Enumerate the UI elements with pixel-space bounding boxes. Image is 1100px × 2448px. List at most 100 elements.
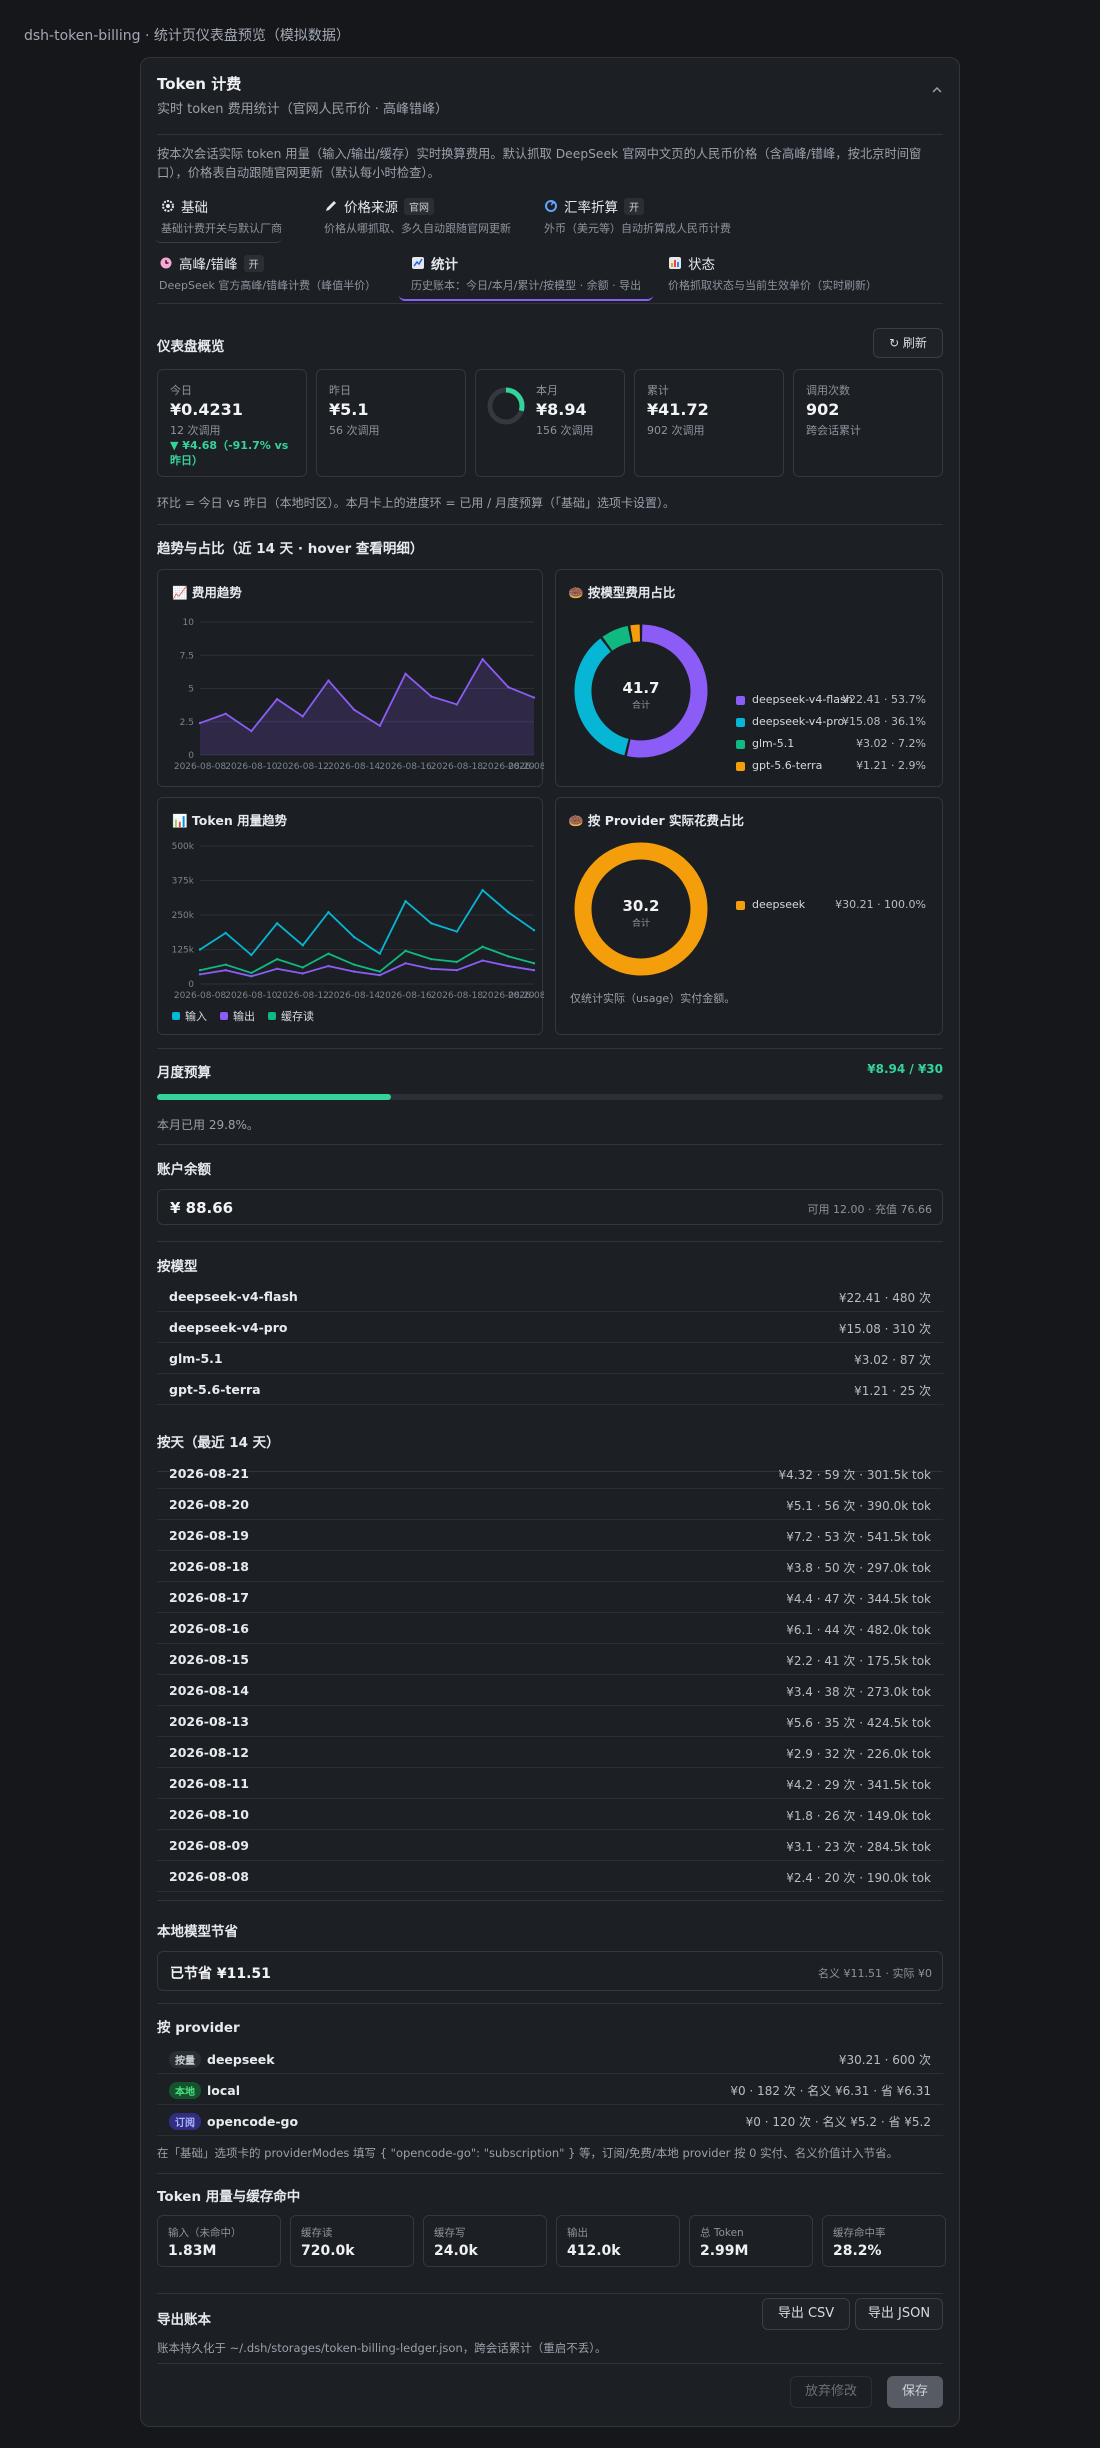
data-point[interactable] xyxy=(275,922,279,925)
card-label: 缓存读 xyxy=(301,2227,333,2239)
data-point[interactable] xyxy=(224,712,227,715)
data-point[interactable] xyxy=(327,964,330,968)
donut-slice[interactable] xyxy=(626,624,708,758)
data-point[interactable] xyxy=(250,729,253,733)
data-point[interactable] xyxy=(532,928,536,932)
data-point[interactable] xyxy=(481,888,484,892)
row-key: 2026-08-19 xyxy=(169,1528,249,1543)
data-point[interactable] xyxy=(352,963,356,966)
data-point[interactable] xyxy=(430,922,433,925)
data-point[interactable] xyxy=(404,672,407,676)
data-point[interactable] xyxy=(301,715,304,718)
data-point[interactable] xyxy=(481,959,484,962)
list-item: 2026-08-17 ¥4.4 · 47 次 · 344.5k tok xyxy=(157,1582,943,1613)
y-tick-label: 10 xyxy=(183,618,195,628)
series-line-0[interactable] xyxy=(199,888,535,957)
x-tick-label: 2026-08-10 xyxy=(225,991,278,1001)
data-point[interactable] xyxy=(198,721,202,725)
data-point[interactable] xyxy=(532,696,536,699)
data-point[interactable] xyxy=(275,967,279,971)
data-point[interactable] xyxy=(327,911,330,914)
data-point[interactable] xyxy=(327,679,330,682)
data-point[interactable] xyxy=(352,935,356,939)
data-point[interactable] xyxy=(507,911,510,914)
trend-section-title: 趋势与占比（近 14 天 · hover 查看明细） xyxy=(157,541,424,557)
cost-trend-plot[interactable]: 0 2.5 5 7.5 10 2026-08-08 2026-08-10 2026-08-12… xyxy=(158,570,544,788)
token-billing-panel: Token 计费 实时 token 费用统计（官网人民币价 · 高峰错峰） 按本… xyxy=(140,57,960,2427)
data-point[interactable] xyxy=(301,966,304,969)
donut-slice[interactable] xyxy=(630,624,641,643)
series-line-2[interactable] xyxy=(199,945,535,974)
data-point[interactable] xyxy=(250,953,253,957)
chart-icon xyxy=(411,256,425,270)
data-point[interactable] xyxy=(455,969,459,972)
tab-price-source[interactable]: 价格来源 官网 价格从哪抓取、多久自动跟随官网更新 xyxy=(324,196,511,236)
data-point[interactable] xyxy=(224,963,227,966)
provider-donut[interactable]: 30.2 合计 xyxy=(556,798,736,1036)
data-point[interactable] xyxy=(378,973,382,977)
list-item: 2026-08-16 ¥6.1 · 44 次 · 482.0k tok xyxy=(157,1613,943,1644)
data-point[interactable] xyxy=(507,685,510,689)
list-item: 2026-08-15 ¥2.2 · 41 次 · 175.5k tok xyxy=(157,1644,943,1675)
donut-slice[interactable] xyxy=(574,842,708,976)
data-point[interactable] xyxy=(224,931,227,935)
data-point[interactable] xyxy=(430,957,433,961)
data-point[interactable] xyxy=(404,962,407,965)
data-point[interactable] xyxy=(404,900,407,903)
data-point[interactable] xyxy=(378,952,382,955)
data-point[interactable] xyxy=(327,952,330,955)
export-csv-button[interactable]: 导出 CSV xyxy=(762,2298,850,2330)
data-point[interactable] xyxy=(250,975,253,978)
donut-slice[interactable] xyxy=(574,638,629,756)
data-point[interactable] xyxy=(455,930,459,933)
series-line-0[interactable] xyxy=(199,657,535,733)
data-point[interactable] xyxy=(275,957,279,961)
save-button[interactable]: 保存 xyxy=(887,2376,943,2408)
tab-stats[interactable]: 统计 历史账本：今日/本月/累计/按模型 · 余额 · 导出 xyxy=(399,253,654,301)
model-donut[interactable]: 41.7 合计 xyxy=(556,570,736,788)
data-point[interactable] xyxy=(224,969,227,972)
data-point[interactable] xyxy=(532,962,536,965)
series-line-1[interactable] xyxy=(199,959,535,978)
export-json-button[interactable]: 导出 JSON xyxy=(855,2298,943,2330)
tab-exchange[interactable]: 汇率折算开外币（美元等）自动折算成人民币计费 xyxy=(544,196,731,236)
data-point[interactable] xyxy=(481,658,484,661)
list-item: 按量 deepseek ¥30.21 · 600 次 xyxy=(157,2043,943,2074)
row-key: 2026-08-18 xyxy=(169,1559,249,1574)
row-value: ¥4.4 · 47 次 · 344.5k tok xyxy=(786,1592,931,1606)
data-point[interactable] xyxy=(301,972,304,975)
provider-name: deepseek xyxy=(207,2052,275,2067)
data-point[interactable] xyxy=(198,948,202,951)
data-point[interactable] xyxy=(507,964,510,968)
data-point[interactable] xyxy=(532,969,536,972)
data-point[interactable] xyxy=(481,945,484,948)
data-point[interactable] xyxy=(352,708,356,711)
donut-slice[interactable] xyxy=(602,625,632,651)
legend-swatch xyxy=(736,740,745,749)
data-point[interactable] xyxy=(404,949,407,953)
tab-peak[interactable]: 高峰/错峰开 DeepSeek 官方高峰/错峰计费（峰值半价） xyxy=(159,253,376,293)
list-item: 2026-08-21 ¥4.32 · 59 次 · 301.5k tok xyxy=(157,1458,943,1489)
data-point[interactable] xyxy=(430,695,433,698)
tab-basic[interactable]: 基础 基础计费开关与默认厂商 xyxy=(155,196,282,243)
status-icon xyxy=(668,256,682,270)
data-point[interactable] xyxy=(198,969,202,972)
data-point[interactable] xyxy=(250,971,253,975)
data-point[interactable] xyxy=(430,967,433,971)
token-trend-chart: 📊 Token 用量趋势 0 125k 250k 375k 500k 2026-08-08… xyxy=(157,797,544,1036)
data-point[interactable] xyxy=(455,703,459,706)
data-point[interactable] xyxy=(301,944,304,947)
tab-status[interactable]: 状态 价格抓取状态与当前生效单价（实时刷新） xyxy=(668,253,877,293)
refresh-button[interactable]: ↻ 刷新 xyxy=(873,328,943,358)
data-point[interactable] xyxy=(378,970,382,973)
chevron-up-icon[interactable] xyxy=(931,84,943,96)
data-point[interactable] xyxy=(198,973,202,976)
data-point[interactable] xyxy=(352,970,356,973)
discard-button[interactable]: 放弃修改 xyxy=(790,2376,872,2408)
legend-item: deepseek ¥30.21 · 100.0% xyxy=(736,898,926,914)
data-point[interactable] xyxy=(455,960,459,964)
data-point[interactable] xyxy=(507,955,510,958)
data-point[interactable] xyxy=(378,724,382,727)
data-point[interactable] xyxy=(275,697,279,701)
